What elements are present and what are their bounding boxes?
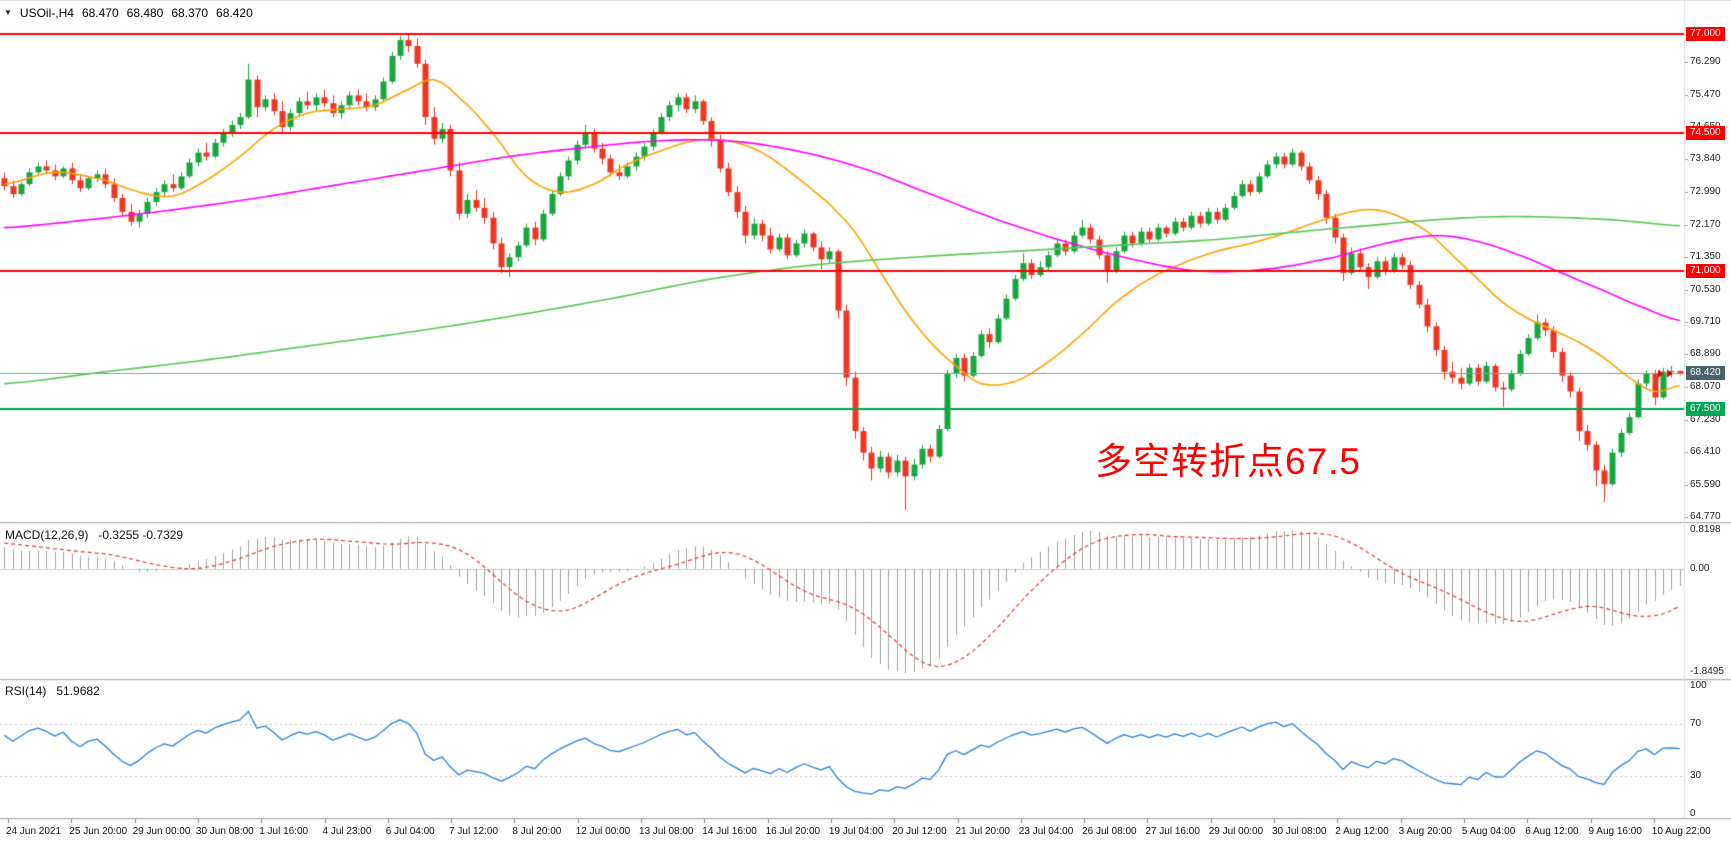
price-tick-label: 67.230 — [1690, 413, 1721, 425]
ohlc-open: 68.470 — [81, 6, 119, 20]
price-tick-label: 68.890 — [1690, 348, 1721, 360]
rsi-value: 51.9682 — [56, 684, 100, 698]
time-axis-label: 9 Aug 16:00 — [1588, 826, 1642, 837]
time-axis-label: 19 Jul 04:00 — [828, 826, 884, 837]
ohlc-close: 68.420 — [216, 6, 253, 20]
time-axis-label: 16 Jul 20:00 — [765, 826, 821, 837]
price-tick-label: 68.070 — [1690, 380, 1721, 392]
symbol-period-label: USOil-,H4 — [19, 6, 74, 20]
ohlc-high: 68.480 — [126, 6, 164, 20]
time-axis-label: 6 Aug 12:00 — [1525, 826, 1579, 837]
time-axis-label: 14 Jul 16:00 — [702, 826, 757, 837]
annotation-text: 多空转折点67.5 — [1095, 441, 1362, 482]
macd-values: -0.3255 -0.7329 — [98, 528, 184, 542]
price-tick-label: 70.530 — [1690, 283, 1721, 295]
time-axis-label: 4 Jul 23:00 — [322, 826, 372, 837]
time-axis-label: 12 Jul 00:00 — [575, 826, 631, 837]
time-axis-label: 3 Aug 20:00 — [1398, 826, 1452, 837]
price-tick-label: 75.470 — [1690, 88, 1721, 100]
price-tick-label: 72.990 — [1690, 186, 1721, 198]
time-axis-label: 30 Jul 08:00 — [1272, 826, 1327, 837]
rsi-axis-label: 30 — [1690, 770, 1702, 781]
macd-axis-label: -1.8495 — [1690, 666, 1724, 677]
price-tick-label: 76.290 — [1690, 56, 1721, 68]
rsi-name: RSI(14) — [5, 684, 47, 698]
price-line-badge: 67.500 — [1686, 402, 1725, 417]
price-tick-label: 71.350 — [1690, 251, 1721, 263]
macd-indicator-label: MACD(12,26,9) -0.3255 -0.7329 — [5, 528, 183, 542]
macd-name: MACD(12,26,9) — [5, 528, 89, 542]
price-tick-label: 72.170 — [1690, 218, 1721, 230]
time-axis-label: 26 Jul 08:00 — [1082, 826, 1137, 837]
price-tick-label: 66.410 — [1690, 446, 1721, 458]
time-axis-label: 24 Jun 2021 — [6, 826, 62, 837]
price-tick-label: 64.770 — [1690, 511, 1721, 523]
time-axis-label: 1 Jul 16:00 — [259, 826, 309, 837]
time-axis-label: 5 Aug 04:00 — [1461, 826, 1516, 837]
macd-axis-label: 0.8198 — [1690, 524, 1721, 535]
bid-price-badge: 68.420 — [1686, 365, 1725, 380]
time-axis-label: 13 Jul 08:00 — [639, 826, 694, 837]
time-axis-label: 27 Jul 16:00 — [1145, 826, 1200, 837]
price-tick-label: 73.840 — [1690, 152, 1721, 164]
time-axis-label: 7 Jul 12:00 — [449, 826, 499, 837]
time-axis-label: 21 Jul 20:00 — [955, 826, 1011, 837]
rsi-axis-label: 70 — [1690, 718, 1702, 729]
time-axis-label: 30 Jun 08:00 — [195, 826, 254, 837]
price-tick-label: 69.710 — [1690, 316, 1721, 327]
ohlc-low: 68.370 — [171, 6, 209, 20]
time-axis-label: 29 Jun 00:00 — [132, 826, 191, 837]
time-axis-label: 2 Aug 12:00 — [1335, 826, 1389, 837]
price-line-badge: 74.500 — [1686, 125, 1725, 140]
price-line-badge: 77.000 — [1686, 27, 1725, 42]
time-axis-label: 20 Jul 12:00 — [892, 826, 947, 837]
macd-axis-label: 0.00 — [1690, 562, 1710, 574]
chevron-down-icon[interactable]: ▼ — [4, 8, 12, 17]
price-tick-label: 65.590 — [1690, 478, 1721, 490]
time-axis-label: 25 Jun 20:00 — [69, 826, 128, 837]
time-axis-label: 8 Jul 20:00 — [512, 826, 562, 837]
time-axis-label: 6 Jul 04:00 — [385, 826, 435, 837]
rsi-indicator-label: RSI(14) 51.9682 — [5, 684, 100, 698]
rsi-axis-label: 0 — [1690, 808, 1696, 819]
price-line-badge: 71.000 — [1686, 264, 1725, 279]
rsi-axis-label: 100 — [1690, 680, 1707, 691]
time-axis-label: 10 Aug 22:00 — [1651, 826, 1711, 837]
time-axis-label: 23 Jul 04:00 — [1018, 826, 1074, 837]
time-axis-label: 29 Jul 00:00 — [1208, 826, 1264, 837]
symbol-info-bar: ▼ USOil-,H4 68.470 68.480 68.370 68.420 — [4, 6, 253, 20]
